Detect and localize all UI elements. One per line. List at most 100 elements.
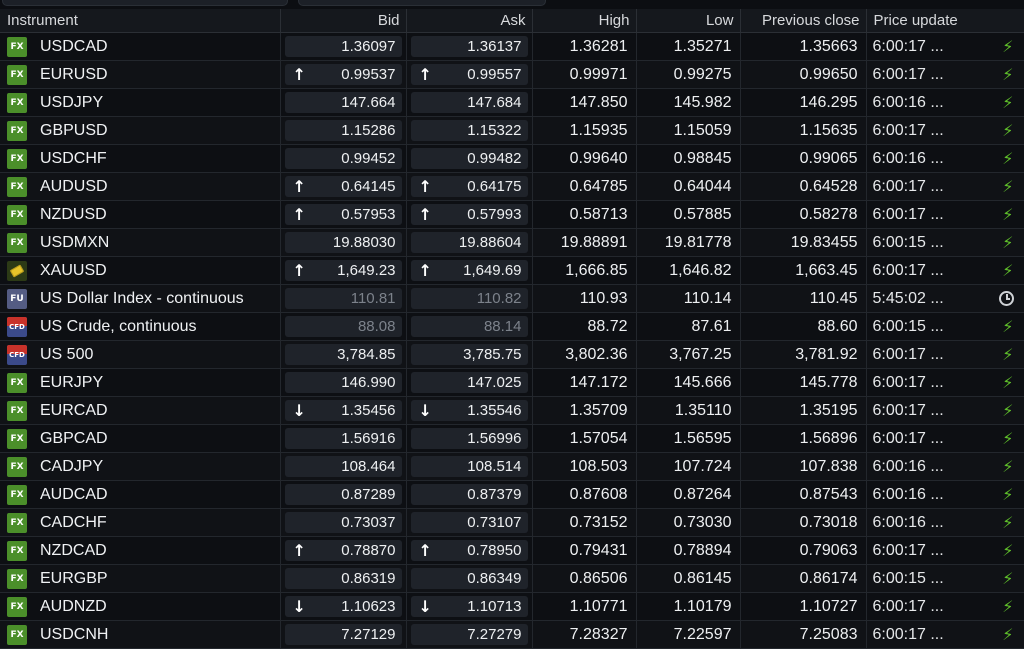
bid-quote-box[interactable]: ↑ 0.99537 <box>284 64 402 85</box>
ask-quote-box[interactable]: 1.56996 <box>410 428 528 449</box>
bid-cell[interactable]: ↑ 0.78870 <box>280 536 407 565</box>
bid-quote-box[interactable]: ↑ 1,649.23 <box>284 260 402 281</box>
table-row[interactable]: FX EURCAD ↓ 1.35456 ↓ 1.35546 1.35709 1.35110 1.… <box>0 396 1024 425</box>
bid-quote-box[interactable]: 7.27129 <box>284 624 402 645</box>
table-row[interactable]: FX USDJPY 147.664 147.684 147.850 145.982 146.… <box>0 88 1024 117</box>
ask-quote-box[interactable]: ↑ 0.64175 <box>410 176 528 197</box>
instrument-cell[interactable]: FX NZDCAD <box>0 536 281 565</box>
instrument-cell[interactable]: XAUUSD <box>0 256 281 285</box>
ask-quote-box[interactable]: 0.86349 <box>410 568 528 589</box>
table-row[interactable]: FX USDMXN 19.88030 19.88604 19.88891 19.81778… <box>0 228 1024 257</box>
ask-quote-box[interactable]: 0.87379 <box>410 484 528 505</box>
ask-cell[interactable]: ↓ 1.10713 <box>406 592 533 621</box>
ask-cell[interactable]: ↑ 0.64175 <box>406 172 533 201</box>
instrument-cell[interactable]: FU US Dollar Index - continuous <box>0 284 281 313</box>
instrument-cell[interactable]: FX AUDCAD <box>0 480 281 509</box>
instrument-cell[interactable]: CFD US 500 <box>0 340 281 369</box>
table-row[interactable]: FX EURGBP 0.86319 0.86349 0.86506 0.86145 0.86… <box>0 564 1024 593</box>
ask-quote-box[interactable]: ↓ 1.10713 <box>410 596 528 617</box>
ask-cell[interactable]: 0.86349 <box>406 564 533 593</box>
bid-quote-box[interactable]: ↑ 0.78870 <box>284 540 402 561</box>
ask-quote-box[interactable]: 108.514 <box>410 456 528 477</box>
bid-quote-box[interactable]: 0.99452 <box>284 148 402 169</box>
ask-cell[interactable]: 19.88604 <box>406 228 533 257</box>
ask-cell[interactable]: 0.99482 <box>406 144 533 173</box>
table-row[interactable]: FX USDCHF 0.99452 0.99482 0.99640 0.98845 0.99… <box>0 144 1024 173</box>
ask-quote-box[interactable]: 1.15322 <box>410 120 528 141</box>
table-row[interactable]: CFD US Crude, continuous 88.08 88.14 88.72 87… <box>0 312 1024 341</box>
ask-cell[interactable]: 1.56996 <box>406 424 533 453</box>
bid-cell[interactable]: 0.86319 <box>280 564 407 593</box>
bid-quote-box[interactable]: 0.73037 <box>284 512 402 533</box>
bid-quote-box[interactable]: 0.87289 <box>284 484 402 505</box>
ask-cell[interactable]: 3,785.75 <box>406 340 533 369</box>
bid-cell[interactable]: ↓ 1.10623 <box>280 592 407 621</box>
table-row[interactable]: FX EURJPY 146.990 147.025 147.172 145.666 145.… <box>0 368 1024 397</box>
bid-cell[interactable]: 1.56916 <box>280 424 407 453</box>
table-row[interactable]: FX AUDUSD ↑ 0.64145 ↑ 0.64175 0.64785 0.64044 0.… <box>0 172 1024 201</box>
bid-cell[interactable]: 108.464 <box>280 452 407 481</box>
table-row[interactable]: FX GBPCAD 1.56916 1.56996 1.57054 1.56595 1.56… <box>0 424 1024 453</box>
instrument-cell[interactable]: FX NZDUSD <box>0 200 281 229</box>
table-row[interactable]: FX NZDCAD ↑ 0.78870 ↑ 0.78950 0.79431 0.78894 0.… <box>0 536 1024 565</box>
instrument-cell[interactable]: FX GBPCAD <box>0 424 281 453</box>
table-row[interactable]: FX AUDCAD 0.87289 0.87379 0.87608 0.87264 0.87… <box>0 480 1024 509</box>
bid-quote-box[interactable]: ↑ 0.64145 <box>284 176 402 197</box>
ask-cell[interactable]: ↑ 0.99557 <box>406 60 533 89</box>
ask-quote-box[interactable]: ↓ 1.35546 <box>410 400 528 421</box>
bid-cell[interactable]: 0.99452 <box>280 144 407 173</box>
bid-cell[interactable]: 110.81 <box>280 284 407 313</box>
ask-quote-box[interactable]: 147.025 <box>410 372 528 393</box>
ask-cell[interactable]: 147.684 <box>406 88 533 117</box>
ask-quote-box[interactable]: ↑ 0.99557 <box>410 64 528 85</box>
bid-cell[interactable]: 19.88030 <box>280 228 407 257</box>
bid-quote-box[interactable]: 147.664 <box>284 92 402 113</box>
bid-cell[interactable]: 146.990 <box>280 368 407 397</box>
bid-quote-box[interactable]: 146.990 <box>284 372 402 393</box>
instrument-cell[interactable]: FX USDCNH <box>0 620 281 649</box>
table-row[interactable]: FX NZDUSD ↑ 0.57953 ↑ 0.57993 0.58713 0.57885 0.… <box>0 200 1024 229</box>
ask-quote-box[interactable]: 3,785.75 <box>410 344 528 365</box>
bid-quote-box[interactable]: 108.464 <box>284 456 402 477</box>
instrument-cell[interactable]: FX CADJPY <box>0 452 281 481</box>
instrument-cell[interactable]: FX USDMXN <box>0 228 281 257</box>
bid-cell[interactable]: ↑ 1,649.23 <box>280 256 407 285</box>
instrument-cell[interactable]: FX AUDUSD <box>0 172 281 201</box>
instrument-cell[interactable]: FX USDJPY <box>0 88 281 117</box>
ask-quote-box[interactable]: 88.14 <box>410 316 528 337</box>
bid-cell[interactable]: ↓ 1.35456 <box>280 396 407 425</box>
bid-quote-box[interactable]: ↓ 1.10623 <box>284 596 402 617</box>
table-row[interactable]: FX USDCAD 1.36097 1.36137 1.36281 1.35271 1.35… <box>0 32 1024 61</box>
table-row[interactable]: FX USDCNH 7.27129 7.27279 7.28327 7.22597 7.25… <box>0 620 1024 649</box>
ask-quote-box[interactable]: ↑ 0.57993 <box>410 204 528 225</box>
instrument-cell[interactable]: FX EURCAD <box>0 396 281 425</box>
instrument-cell[interactable]: FX EURGBP <box>0 564 281 593</box>
instrument-cell[interactable]: FX EURJPY <box>0 368 281 397</box>
toolbar-field-right[interactable] <box>298 0 546 6</box>
table-row[interactable]: FX CADJPY 108.464 108.514 108.503 107.724 107.… <box>0 452 1024 481</box>
column-header-instrument[interactable]: Instrument <box>0 9 281 33</box>
toolbar-field-left[interactable] <box>2 0 288 6</box>
table-row[interactable]: FU US Dollar Index - continuous 110.81 110.… <box>0 284 1024 313</box>
bid-quote-box[interactable]: 0.86319 <box>284 568 402 589</box>
bid-quote-box[interactable]: 3,784.85 <box>284 344 402 365</box>
ask-cell[interactable]: 0.73107 <box>406 508 533 537</box>
ask-cell[interactable]: 1.15322 <box>406 116 533 145</box>
instrument-cell[interactable]: FX CADCHF <box>0 508 281 537</box>
column-header-price-update[interactable]: Price update <box>866 9 1024 33</box>
instrument-cell[interactable]: FX USDCHF <box>0 144 281 173</box>
column-header-low[interactable]: Low <box>636 9 741 33</box>
column-header-ask[interactable]: Ask <box>406 9 533 33</box>
column-header-bid[interactable]: Bid <box>280 9 407 33</box>
bid-quote-box[interactable]: 1.56916 <box>284 428 402 449</box>
ask-quote-box[interactable]: 110.82 <box>410 288 528 309</box>
ask-quote-box[interactable]: 0.99482 <box>410 148 528 169</box>
bid-cell[interactable]: 0.87289 <box>280 480 407 509</box>
ask-quote-box[interactable]: ↑ 1,649.69 <box>410 260 528 281</box>
bid-cell[interactable]: 88.08 <box>280 312 407 341</box>
table-row[interactable]: FX GBPUSD 1.15286 1.15322 1.15935 1.15059 1.15… <box>0 116 1024 145</box>
ask-quote-box[interactable]: 7.27279 <box>410 624 528 645</box>
ask-cell[interactable]: 0.87379 <box>406 480 533 509</box>
ask-quote-box[interactable]: 147.684 <box>410 92 528 113</box>
column-header-high[interactable]: High <box>532 9 637 33</box>
